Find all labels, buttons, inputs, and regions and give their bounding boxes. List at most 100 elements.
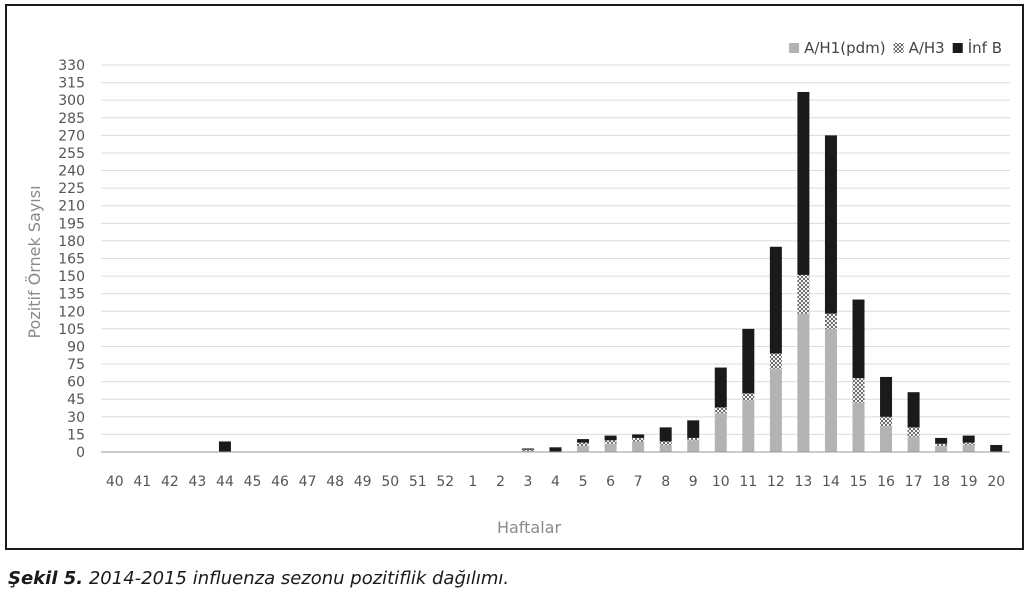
bar-segment-a-h1-pdm bbox=[824, 328, 837, 452]
y-tick-label: 150 bbox=[58, 269, 85, 285]
bar-segment-i-nf-b bbox=[769, 246, 782, 354]
legend-swatch bbox=[893, 43, 904, 53]
bar-segment-i-nf-b bbox=[577, 439, 590, 443]
bar-segment-a-h1-pdm bbox=[797, 313, 810, 452]
bar-segment-a-h1-pdm bbox=[632, 441, 645, 452]
y-tick-label: 90 bbox=[67, 339, 85, 355]
bar-segment-i-nf-b bbox=[990, 444, 1003, 452]
bar-segment-a-h1-pdm bbox=[659, 444, 672, 452]
y-tick-label: 285 bbox=[58, 111, 85, 127]
bar-segment-a-h3 bbox=[714, 407, 727, 414]
legend-swatch bbox=[789, 43, 800, 53]
bar-segment-a-h3 bbox=[604, 440, 617, 444]
bar-segment-i-nf-b bbox=[604, 435, 617, 441]
bar-segment-a-h1-pdm bbox=[880, 426, 893, 452]
bar-segment-i-nf-b bbox=[521, 448, 534, 450]
bar-segment-a-h3 bbox=[907, 427, 920, 437]
y-tick-label: 0 bbox=[76, 445, 85, 461]
y-tick-label: 30 bbox=[67, 410, 85, 426]
y-tick-label: 165 bbox=[58, 252, 85, 268]
bar-segment-a-h1-pdm bbox=[935, 446, 948, 452]
x-tick-label: 1 bbox=[468, 474, 477, 490]
bar-segment-i-nf-b bbox=[907, 392, 920, 428]
bar-segment-a-h1-pdm bbox=[521, 450, 534, 452]
bar-segment-a-h3 bbox=[852, 378, 865, 403]
y-tick-label: 210 bbox=[58, 199, 85, 215]
x-tick-label: 51 bbox=[409, 474, 427, 490]
bar-segment-a-h3 bbox=[769, 353, 782, 369]
bar-segment-a-h1-pdm bbox=[769, 368, 782, 452]
x-tick-label: 5 bbox=[579, 474, 588, 490]
x-tick-label: 45 bbox=[244, 474, 262, 490]
bar-segment-a-h3 bbox=[824, 313, 837, 329]
bar-segment-i-nf-b bbox=[962, 435, 975, 443]
bar-segment-a-h3 bbox=[521, 449, 534, 451]
x-tick-label: 18 bbox=[932, 474, 950, 490]
bar-segment-i-nf-b bbox=[935, 437, 948, 444]
x-tick-label: 16 bbox=[877, 474, 895, 490]
bar-segment-a-h3 bbox=[687, 437, 700, 441]
bar-segment-a-h3 bbox=[935, 443, 948, 447]
y-tick-label: 315 bbox=[58, 76, 85, 92]
bar-segment-i-nf-b bbox=[880, 376, 893, 417]
bar-segment-a-h1-pdm bbox=[962, 444, 975, 452]
x-tick-label: 4 bbox=[551, 474, 560, 490]
x-tick-label: 11 bbox=[739, 474, 757, 490]
legend-label: İnf B bbox=[968, 38, 1002, 57]
bar-segment-i-nf-b bbox=[824, 135, 837, 314]
figure-caption-text: 2014-2015 influenza sezonu pozitiflik da… bbox=[88, 568, 510, 589]
x-tick-label: 2 bbox=[496, 474, 505, 490]
bar-segment-i-nf-b bbox=[852, 299, 865, 379]
bar-segment-a-h3 bbox=[962, 442, 975, 445]
y-axis-title: Pozitif Örnek Sayısı bbox=[25, 185, 44, 338]
x-tick-label: 10 bbox=[712, 474, 730, 490]
x-tick-label: 9 bbox=[689, 474, 698, 490]
x-tick-label: 14 bbox=[822, 474, 840, 490]
x-tick-label: 42 bbox=[161, 474, 179, 490]
bar-segment-i-nf-b bbox=[659, 427, 672, 442]
y-tick-label: 120 bbox=[58, 304, 85, 320]
bar-segment-i-nf-b bbox=[714, 367, 727, 408]
x-tick-label: 6 bbox=[606, 474, 615, 490]
bar-segment-a-h1-pdm bbox=[742, 400, 755, 452]
chart-frame: 0 15 30 45 60 75 90 105 120 135 150 165 180 195 210 225… bbox=[5, 4, 1024, 550]
bar-segment-a-h1-pdm bbox=[852, 402, 865, 452]
x-tick-label: 47 bbox=[299, 474, 317, 490]
y-tick-label: 195 bbox=[58, 216, 85, 232]
x-tick-label: 44 bbox=[216, 474, 234, 490]
y-tick-label: 255 bbox=[58, 146, 85, 162]
y-tick-label: 105 bbox=[58, 322, 85, 338]
x-tick-label: 12 bbox=[767, 474, 785, 490]
x-tick-label: 41 bbox=[133, 474, 151, 490]
bar-segment-a-h3 bbox=[742, 393, 755, 401]
bar-segment-i-nf-b bbox=[797, 91, 810, 275]
x-axis-title: Haftalar bbox=[497, 518, 562, 537]
x-tick-label: 17 bbox=[905, 474, 923, 490]
bar-segment-i-nf-b bbox=[687, 420, 700, 438]
y-tick-label: 240 bbox=[58, 164, 85, 180]
bar-segment-i-nf-b bbox=[218, 441, 231, 452]
stacked-bar-chart: 0153045607590105120135150165180195210225… bbox=[25, 38, 1010, 537]
x-tick-label: 3 bbox=[523, 474, 532, 490]
bar-segment-a-h1-pdm bbox=[907, 436, 920, 452]
bar-segment-a-h3 bbox=[632, 437, 645, 442]
bar-segment-a-h1-pdm bbox=[687, 440, 700, 452]
bar-segment-a-h3 bbox=[797, 274, 810, 314]
figure-caption: Şekil 5. 2014-2015 influenza sezonu pozi… bbox=[8, 568, 509, 589]
bar-segment-a-h1-pdm bbox=[714, 413, 727, 452]
bar-segment-i-nf-b bbox=[742, 328, 755, 394]
legend-label: A/H3 bbox=[909, 39, 945, 57]
y-tick-label: 270 bbox=[58, 128, 85, 144]
bar-segment-i-nf-b bbox=[549, 447, 562, 452]
y-tick-label: 60 bbox=[67, 375, 85, 391]
x-tick-label: 43 bbox=[188, 474, 206, 490]
legend-label: A/H1(pdm) bbox=[804, 39, 886, 57]
x-tick-label: 49 bbox=[354, 474, 372, 490]
figure-caption-label: Şekil 5. bbox=[8, 568, 84, 589]
y-tick-label: 15 bbox=[67, 427, 85, 443]
x-tick-label: 15 bbox=[850, 474, 868, 490]
x-tick-label: 7 bbox=[634, 474, 643, 490]
x-tick-label: 50 bbox=[381, 474, 399, 490]
bar-segment-a-h3 bbox=[577, 442, 590, 447]
legend-swatch bbox=[952, 43, 963, 53]
